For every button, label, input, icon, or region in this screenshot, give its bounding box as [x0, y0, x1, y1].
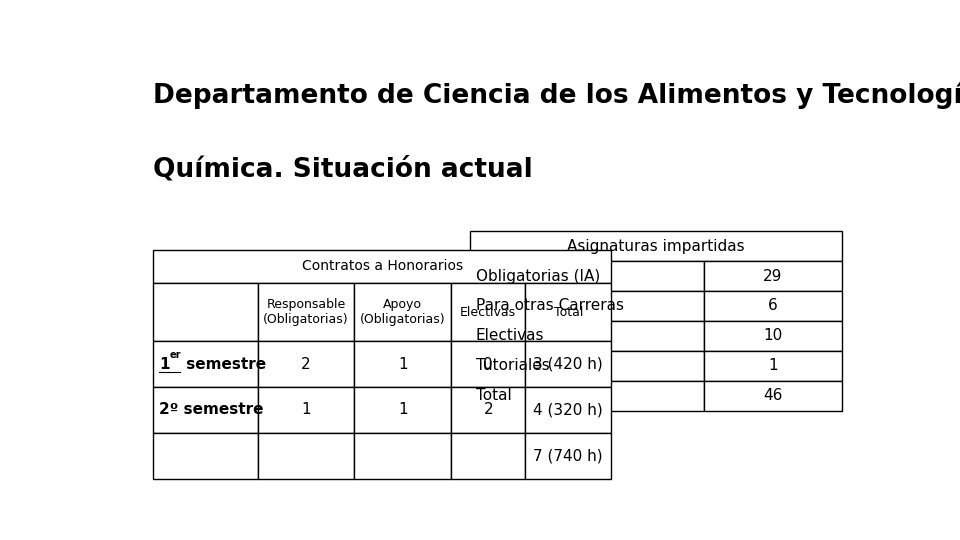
- Text: 2º semestre: 2º semestre: [159, 402, 264, 417]
- Text: Tutoriales: Tutoriales: [475, 359, 549, 373]
- Bar: [257, 387, 354, 433]
- Text: Departamento de Ciencia de los Alimentos y Tecnología: Departamento de Ciencia de los Alimentos…: [154, 82, 960, 109]
- Bar: [704, 381, 842, 411]
- Bar: [469, 231, 842, 261]
- Text: Apoyo
(Obligatorias): Apoyo (Obligatorias): [360, 298, 445, 326]
- Text: 2: 2: [301, 357, 311, 372]
- Text: Electivas: Electivas: [460, 306, 516, 319]
- Bar: [704, 321, 842, 351]
- Bar: [154, 250, 611, 283]
- Bar: [525, 283, 611, 341]
- Text: 4 (320 h): 4 (320 h): [534, 402, 603, 417]
- Text: Responsable
(Obligatorias): Responsable (Obligatorias): [263, 298, 348, 326]
- Bar: [257, 283, 354, 341]
- Text: 46: 46: [763, 388, 782, 403]
- Bar: [704, 261, 842, 291]
- Bar: [354, 433, 451, 478]
- Text: Obligatorias (IA): Obligatorias (IA): [475, 268, 600, 284]
- Bar: [154, 283, 257, 341]
- Bar: [354, 283, 451, 341]
- Bar: [525, 341, 611, 387]
- Bar: [469, 321, 704, 351]
- Text: 29: 29: [763, 268, 782, 284]
- Bar: [525, 387, 611, 433]
- Text: semestre: semestre: [181, 357, 266, 372]
- Text: 3 (420 h): 3 (420 h): [534, 357, 603, 372]
- Text: Para otras Carreras: Para otras Carreras: [475, 299, 624, 313]
- Text: 2: 2: [484, 402, 493, 417]
- Bar: [451, 283, 525, 341]
- Text: 7 (740 h): 7 (740 h): [534, 448, 603, 463]
- Text: Total: Total: [475, 388, 512, 403]
- Text: 1: 1: [159, 357, 170, 372]
- Bar: [257, 433, 354, 478]
- Text: 0: 0: [484, 357, 493, 372]
- Text: Asignaturas impartidas: Asignaturas impartidas: [566, 239, 745, 254]
- Bar: [469, 261, 704, 291]
- Text: Electivas: Electivas: [475, 328, 544, 343]
- Bar: [354, 341, 451, 387]
- Bar: [451, 341, 525, 387]
- Text: 1: 1: [768, 359, 778, 373]
- Bar: [154, 433, 257, 478]
- Text: 1: 1: [301, 402, 311, 417]
- Bar: [469, 381, 704, 411]
- Text: 1: 1: [397, 357, 408, 372]
- Bar: [469, 291, 704, 321]
- Text: Contratos a Honorarios: Contratos a Honorarios: [301, 259, 463, 273]
- Bar: [451, 387, 525, 433]
- Bar: [354, 387, 451, 433]
- Text: Total: Total: [554, 306, 583, 319]
- Bar: [257, 341, 354, 387]
- Text: 10: 10: [763, 328, 782, 343]
- Text: 6: 6: [768, 299, 778, 313]
- Bar: [704, 351, 842, 381]
- Bar: [469, 351, 704, 381]
- Text: 1: 1: [397, 402, 408, 417]
- Text: Química. Situación actual: Química. Situación actual: [154, 156, 533, 183]
- Bar: [154, 341, 257, 387]
- Bar: [525, 433, 611, 478]
- Bar: [451, 433, 525, 478]
- Bar: [704, 291, 842, 321]
- Text: er: er: [170, 350, 181, 360]
- Bar: [154, 387, 257, 433]
